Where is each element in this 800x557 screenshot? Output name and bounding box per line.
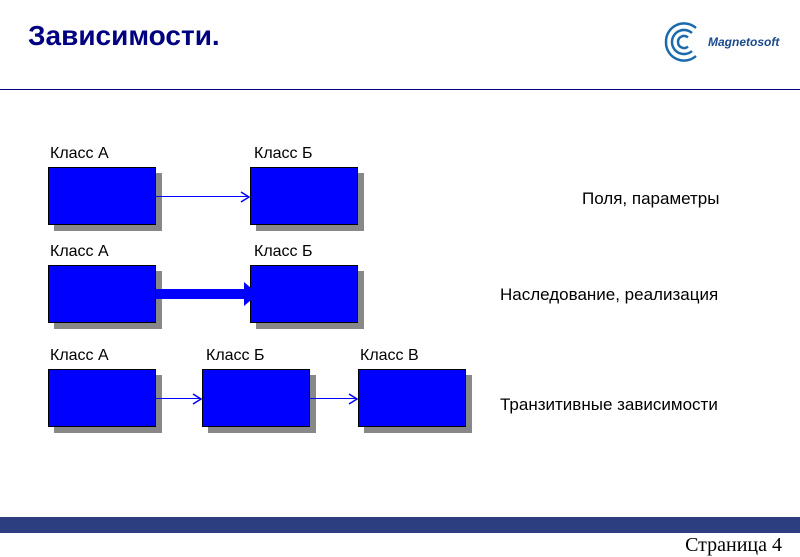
arrow-head-icon (240, 191, 252, 203)
class-box (358, 369, 466, 427)
class-label: Класс А (50, 243, 109, 261)
class-label: Класс Б (254, 145, 313, 163)
class-box (250, 265, 358, 323)
logo-text: Magnetosoft (708, 35, 780, 49)
arrow-head-icon (192, 393, 204, 405)
page-number: Страница 4 (685, 534, 782, 557)
row-description: Транзитивные зависимости (500, 395, 718, 415)
row-description: Поля, параметры (582, 189, 719, 209)
class-box (48, 369, 156, 427)
dependency-arrow-thin (156, 196, 248, 197)
class-label: Класс Б (206, 347, 265, 365)
class-box (48, 265, 156, 323)
class-box (48, 167, 156, 225)
class-label: Класс В (360, 347, 419, 365)
diagram-content: Класс А Класс Б Поля, параметры Класс А Клас… (0, 90, 800, 510)
row-description: Наследование, реализация (500, 285, 718, 305)
class-label: Класс А (50, 145, 109, 163)
class-box (202, 369, 310, 427)
footer-bar (0, 517, 800, 533)
class-label: Класс Б (254, 243, 313, 261)
dependency-arrow-thick (156, 289, 244, 299)
slide-header: Зависимости. Magnetosoft (0, 0, 800, 90)
arrow-head-icon (348, 393, 360, 405)
arrow-head-icon (244, 282, 258, 306)
magnetosoft-logo: Magnetosoft (660, 12, 780, 72)
class-label: Класс А (50, 347, 109, 365)
class-box (250, 167, 358, 225)
